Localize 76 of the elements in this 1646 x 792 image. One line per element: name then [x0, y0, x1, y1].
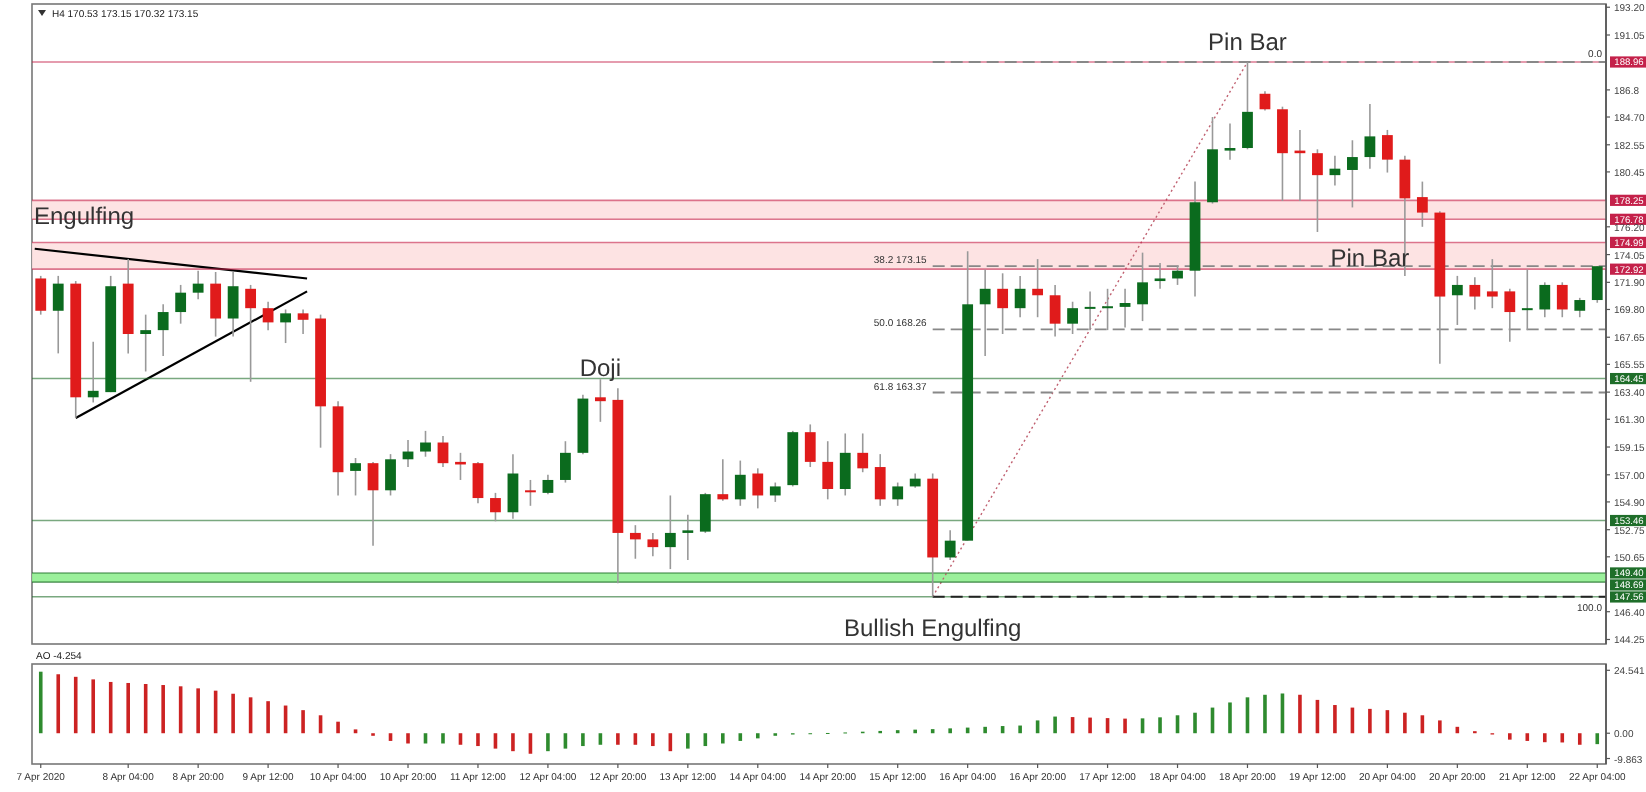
candlestick: [1451, 275, 1463, 326]
candlestick: [997, 272, 1009, 335]
candlestick: [542, 474, 554, 495]
candlestick: [839, 432, 851, 497]
candlestick: [210, 271, 222, 338]
candlestick: [1154, 262, 1166, 290]
candlestick: [1224, 122, 1236, 161]
candlestick: [769, 481, 781, 503]
annotation: Pin Bar: [1208, 28, 1287, 57]
candlestick: [664, 494, 676, 570]
candlestick: [647, 532, 659, 557]
candlestick: [1259, 90, 1271, 112]
candlestick: [1102, 288, 1113, 331]
candlestick: [1574, 297, 1586, 319]
candlestick: [1067, 300, 1078, 335]
candlestick: [350, 457, 361, 497]
candlestick: [490, 492, 501, 523]
candlestick: [367, 461, 379, 547]
candlestick: [1591, 265, 1603, 304]
candlestick: [752, 467, 764, 510]
candlestick: [1032, 258, 1044, 319]
candlestick: [857, 432, 869, 474]
candlestick: [157, 303, 169, 357]
candlestick: [1469, 276, 1481, 311]
candlestick: [192, 269, 204, 300]
candlestick: [1014, 275, 1026, 319]
candlestick: [1381, 129, 1393, 174]
candlestick: [280, 308, 291, 344]
candlestick: [52, 275, 64, 355]
candlestick: [1486, 258, 1498, 309]
candlestick: [594, 378, 606, 423]
candlestick: [1312, 148, 1323, 233]
candlestick: [175, 284, 187, 325]
candlestick: [1539, 281, 1551, 319]
candlestick: [437, 435, 449, 468]
candlestick: [35, 275, 47, 316]
candlestick: [1416, 180, 1428, 228]
candlestick: [227, 271, 239, 338]
candlestick: [1137, 251, 1148, 322]
candlestick: [87, 340, 99, 404]
annotation: Doji: [579, 354, 622, 383]
candlestick: [297, 308, 309, 335]
candlestick: [1521, 268, 1533, 331]
candlestick: [1242, 61, 1253, 151]
candlestick: [385, 453, 396, 497]
candlestick: [1347, 139, 1358, 209]
candlestick: [822, 440, 834, 501]
candlestick: [245, 284, 257, 383]
candlestick: [629, 524, 641, 560]
candlestick: [1084, 290, 1096, 331]
candlestick: [140, 313, 152, 373]
candlestick: [1364, 103, 1376, 170]
candlestick: [699, 492, 711, 534]
candlestick: [892, 481, 904, 507]
candlestick: [420, 430, 431, 458]
candlestick: [717, 458, 729, 502]
candlestick: [734, 459, 746, 507]
candlestick: [804, 423, 816, 468]
candlestick: [1049, 284, 1061, 338]
candlestick: [1504, 288, 1516, 343]
candlestick: [507, 453, 519, 520]
candlestick: [1119, 288, 1131, 329]
candlestick: [1556, 281, 1568, 319]
candlestick: [874, 453, 886, 507]
candlestick: [560, 440, 571, 484]
annotation: Engulfing: [34, 202, 135, 231]
candlestick: [944, 529, 956, 561]
candlestick: [979, 268, 991, 357]
candlestick: [472, 461, 484, 505]
candlestick: [682, 514, 694, 561]
candlestick: [1172, 264, 1183, 286]
candlestick: [525, 479, 536, 507]
candlestick: [262, 300, 274, 331]
candlestick: [1277, 105, 1288, 202]
annotation: Bullish Engulfing: [843, 614, 1022, 643]
annotation: Pin Bar: [1330, 244, 1410, 273]
